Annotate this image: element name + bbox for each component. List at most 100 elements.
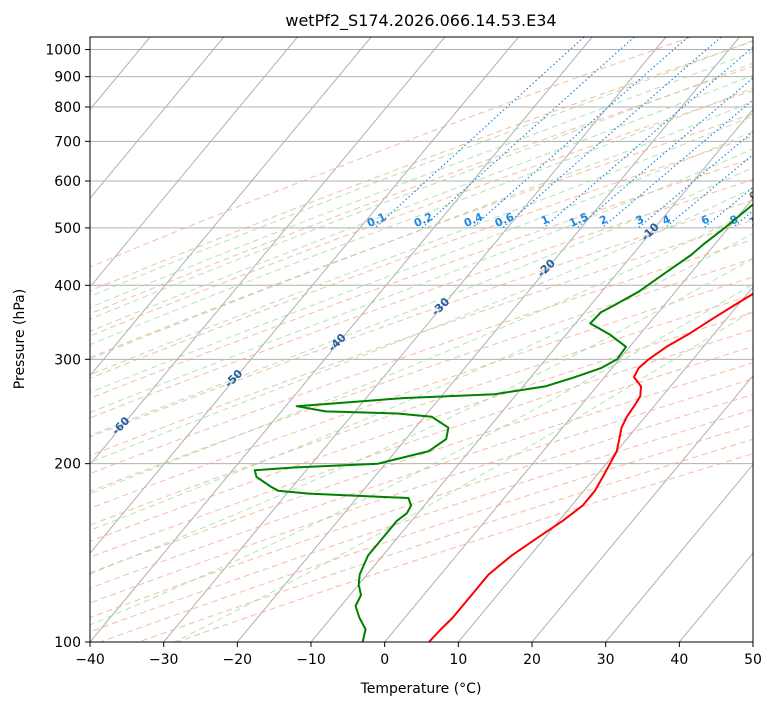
y-tick-label: 800 (54, 100, 81, 116)
mixing-ratio-label: 1 (539, 213, 551, 228)
moist-adiabat-line (90, 87, 753, 346)
dry-adiabat-line (90, 393, 753, 619)
dry-adiabat-line (90, 294, 753, 526)
dry-adiabat-line (90, 329, 753, 558)
mixing-ratio-label: 2 (597, 213, 609, 228)
mixing-ratio-line (374, 37, 585, 229)
dry-adiabat-line (90, 378, 753, 604)
isotherm-line (384, 197, 753, 642)
mixing-ratio-line (601, 99, 753, 229)
x-tick-label: 10 (449, 652, 467, 668)
profile-series (253, 203, 753, 642)
plot-frame (89, 36, 754, 643)
isotherm-line (90, 37, 593, 642)
moist-adiabat-line (90, 233, 753, 531)
x-axis: −40 −30 −20 −10 0 10 20 30 40 50 (75, 642, 762, 668)
moist-adiabat-line (90, 209, 753, 495)
moist-adiabat-line (90, 148, 753, 414)
y-tick-label: 700 (54, 134, 81, 150)
dry-adiabat-line (176, 453, 753, 642)
mixing-ratio-label: 0.2 (412, 210, 435, 230)
x-tick-label: 0 (380, 652, 389, 668)
y-axis: 100 200 300 400 500 600 700 800 900 1000 (45, 43, 90, 651)
isotherm-line (90, 37, 298, 288)
dry-adiabat-line (90, 239, 753, 475)
moist-adiabat-line (174, 309, 753, 642)
mixing-ratio-line (576, 77, 753, 229)
moist-adiabat-line (90, 39, 753, 297)
dry-adiabat-line (90, 40, 753, 292)
x-tick-label: −40 (75, 652, 105, 668)
mixing-ratio-line (502, 37, 722, 229)
dry-adiabat-line (90, 362, 753, 589)
y-tick-label: 1000 (45, 43, 81, 59)
mixing-ratio-label: 1.5 (567, 210, 590, 230)
y-tick-label: 100 (54, 635, 81, 651)
moist-adiabat-line (90, 100, 753, 360)
isotherm-line (310, 108, 753, 642)
x-tick-label: −30 (149, 652, 179, 668)
dry-adiabat-line (90, 345, 753, 574)
moist-adiabat-line (90, 166, 753, 437)
dry-adiabat-line (90, 276, 753, 509)
y-tick-label: 200 (54, 457, 81, 473)
dry-adiabat-line (90, 312, 753, 542)
mixing-ratio-line (637, 130, 753, 229)
mixing-ratio-line (471, 37, 689, 229)
x-tick-label: 40 (670, 652, 688, 668)
y-tick-label: 900 (54, 70, 81, 86)
mixing-ratio-line (421, 37, 635, 229)
isotherm-line (752, 641, 753, 642)
mixing-ratio-line (664, 153, 753, 229)
background-lines (90, 37, 775, 642)
moist-adiabat-line (90, 74, 753, 332)
y-axis-label: Pressure (hPa) (12, 289, 28, 389)
mixing-ratio-label: 0.1 (365, 210, 388, 230)
dry-adiabat-line (90, 199, 753, 438)
isotherm-line (236, 37, 740, 642)
x-axis-label: Temperature (°C) (360, 681, 482, 697)
x-tick-label: −10 (296, 652, 326, 668)
dry-adiabat-line (90, 89, 753, 337)
moist-adiabat-line (90, 62, 753, 320)
moist-adiabat-line (90, 283, 753, 626)
moist-adiabat-line (90, 115, 753, 376)
mixing-ratio-line (543, 46, 753, 229)
moist-adiabat-line (90, 51, 753, 309)
dry-adiabat-line (90, 219, 753, 457)
mixing-ratio-label: 4 (660, 212, 673, 227)
dry-adiabat-line (90, 37, 692, 268)
isotherm-label: 0 (747, 188, 762, 203)
mixing-ratio-line (731, 210, 753, 229)
dry-adiabat-line (90, 178, 753, 419)
y-tick-label: 400 (54, 278, 81, 294)
dry-adiabat-line (90, 65, 753, 315)
isotherm-label: -70 (0, 460, 21, 483)
x-tick-label: −20 (223, 652, 253, 668)
dry-adiabat-line (90, 258, 753, 492)
mixing-ratio-label: 6 (699, 212, 712, 227)
isotherm-line (90, 37, 372, 377)
y-tick-label: 300 (54, 352, 81, 368)
moist-adiabat-line (90, 257, 753, 575)
isotherm-line (90, 37, 225, 200)
isotherm-line (531, 374, 753, 642)
isotherm-line (90, 37, 519, 555)
mixing-ratio-label: 3 (634, 213, 646, 228)
dry-adiabat-line (90, 113, 753, 358)
moist-adiabat-line (90, 187, 753, 463)
isotherm-line (163, 37, 667, 642)
x-tick-label: 50 (744, 652, 762, 668)
isotherm-line (90, 37, 446, 466)
y-tick-label: 500 (54, 221, 81, 237)
chart-title: wetPf2_S174.2026.066.14.53.E34 (285, 11, 556, 31)
mixing-ratio-label: 0.6 (493, 210, 516, 230)
moist-adiabat-line (90, 131, 753, 394)
x-tick-label: 20 (523, 652, 541, 668)
mixing-ratio-line (755, 37, 775, 228)
mixing-ratio-label: 10 (747, 211, 767, 229)
x-tick-label: 30 (597, 652, 615, 668)
isotherm-line (457, 286, 753, 642)
isotherm-line (605, 463, 753, 642)
